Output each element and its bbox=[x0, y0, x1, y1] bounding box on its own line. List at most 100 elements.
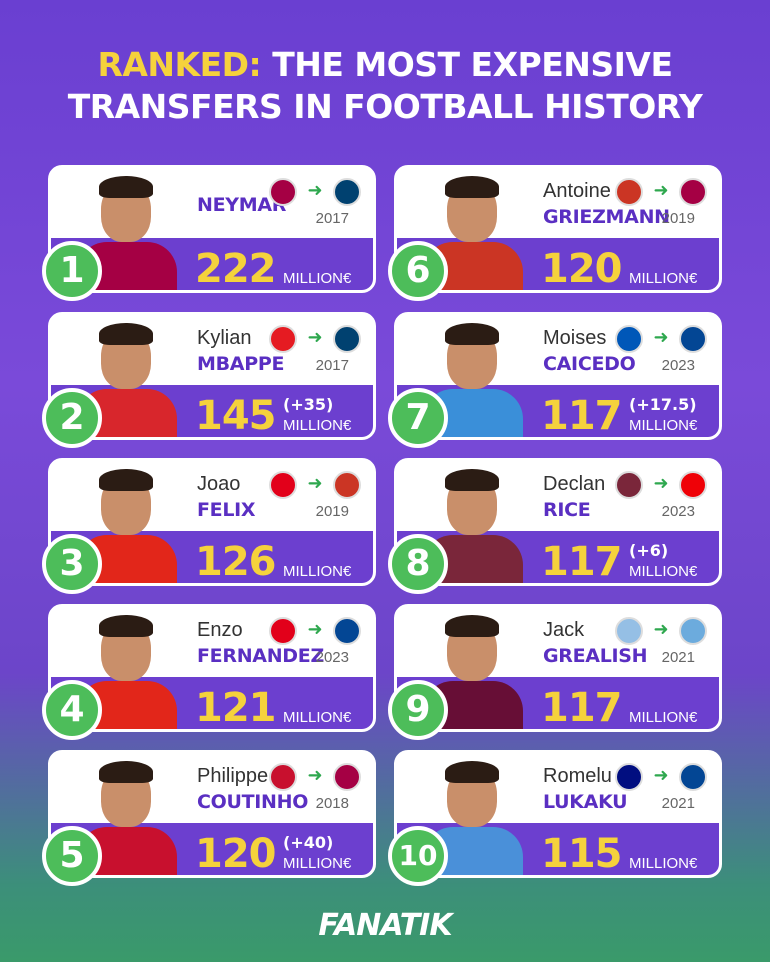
amount-unit: MILLION€ bbox=[629, 709, 698, 726]
transfer-amount: 117 bbox=[541, 685, 622, 731]
chelsea-badge bbox=[333, 617, 361, 645]
arsenal-badge bbox=[679, 471, 707, 499]
transfer-year: 2017 bbox=[315, 210, 349, 227]
transfer-amount: 145 bbox=[195, 393, 276, 439]
liverpool-badge bbox=[269, 763, 297, 791]
player-hair bbox=[445, 323, 499, 345]
atletico-badge bbox=[333, 471, 361, 499]
rank-badge: 9 bbox=[388, 680, 448, 740]
player-first-name: Joao bbox=[197, 473, 241, 495]
amount-unit: MILLION€ bbox=[283, 855, 352, 872]
player-last-name: FERNANDEZ bbox=[197, 645, 324, 667]
player-photo bbox=[417, 323, 525, 437]
arrow-right-icon: ➜ bbox=[307, 327, 323, 348]
player-card: NEYMAR ➜ 2017 222 MILLION€ bbox=[48, 165, 376, 293]
arrow-right-icon: ➜ bbox=[653, 765, 669, 786]
title-line1: THE MOST EXPENSIVE bbox=[261, 45, 673, 84]
transfer-amount: 117 bbox=[541, 539, 622, 585]
fanatik-logo: FANATIK bbox=[318, 908, 452, 943]
player-first-name: Kylian bbox=[197, 327, 252, 349]
player-card: Declan RICE ➜ 2023 117 (+6) MILLION€ bbox=[394, 458, 722, 586]
psg-badge bbox=[333, 325, 361, 353]
barcelona-badge bbox=[333, 763, 361, 791]
transfer-clubs: ➜ bbox=[615, 323, 707, 353]
rank-badge: 4 bbox=[42, 680, 102, 740]
player-card: Moises CAICEDO ➜ 2023 117 (+17.5) MILLIO… bbox=[394, 312, 722, 440]
transfer-year: 2023 bbox=[315, 649, 349, 666]
amount-unit: MILLION€ bbox=[283, 270, 352, 287]
rank-badge: 6 bbox=[388, 241, 448, 301]
arrow-right-icon: ➜ bbox=[653, 327, 669, 348]
west-ham-badge bbox=[615, 471, 643, 499]
chelsea-badge bbox=[679, 325, 707, 353]
add-on-amount: (+17.5) bbox=[629, 395, 697, 414]
transfer-year: 2023 bbox=[661, 357, 695, 374]
transfer-clubs: ➜ bbox=[269, 761, 361, 791]
player-last-name: NEYMAR bbox=[197, 194, 287, 216]
player-last-name: GREALISH bbox=[543, 645, 648, 667]
player-card: Antoine GRIEZMANN ➜ 2019 120 MILLION€ bbox=[394, 165, 722, 293]
player-hair bbox=[445, 469, 499, 491]
benfica-badge bbox=[269, 617, 297, 645]
rank-badge: 3 bbox=[42, 534, 102, 594]
player-photo bbox=[71, 176, 179, 290]
page-title: RANKED: THE MOST EXPENSIVE TRANSFERS IN … bbox=[0, 44, 770, 128]
rank-badge: 10 bbox=[388, 826, 448, 886]
transfer-clubs: ➜ bbox=[269, 615, 361, 645]
amount-unit: MILLION€ bbox=[629, 270, 698, 287]
arrow-right-icon: ➜ bbox=[307, 619, 323, 640]
man-city-badge bbox=[679, 617, 707, 645]
transfer-clubs: ➜ bbox=[615, 176, 707, 206]
transfer-clubs: ➜ bbox=[269, 323, 361, 353]
player-hair bbox=[445, 176, 499, 198]
player-hair bbox=[99, 469, 153, 491]
transfer-amount: 121 bbox=[195, 685, 276, 731]
arrow-right-icon: ➜ bbox=[307, 180, 323, 201]
amount-unit: MILLION€ bbox=[629, 417, 698, 434]
player-last-name: FELIX bbox=[197, 499, 256, 521]
benfica-badge bbox=[269, 471, 297, 499]
player-last-name: GRIEZMANN bbox=[543, 206, 670, 228]
player-first-name: Jack bbox=[543, 619, 585, 641]
transfer-amount: 120 bbox=[195, 831, 276, 877]
player-last-name: CAICEDO bbox=[543, 353, 636, 375]
transfer-year: 2019 bbox=[315, 503, 349, 520]
player-first-name: Declan bbox=[543, 473, 606, 495]
player-hair bbox=[99, 615, 153, 637]
inter-badge bbox=[615, 763, 643, 791]
player-first-name: Moises bbox=[543, 327, 607, 349]
title-highlight: RANKED: bbox=[97, 45, 262, 84]
chelsea-badge bbox=[679, 763, 707, 791]
add-on-amount: (+40) bbox=[283, 833, 334, 852]
transfer-clubs: ➜ bbox=[269, 469, 361, 499]
title-line2: TRANSFERS IN FOOTBALL HISTORY bbox=[67, 87, 703, 126]
player-card: Enzo FERNANDEZ ➜ 2023 121 MILLION€ bbox=[48, 604, 376, 732]
arrow-right-icon: ➜ bbox=[653, 473, 669, 494]
transfer-amount: 120 bbox=[541, 246, 622, 292]
player-last-name: COUTINHO bbox=[197, 791, 309, 813]
monaco-badge bbox=[269, 325, 297, 353]
transfer-amount: 117 bbox=[541, 393, 622, 439]
add-on-amount: (+35) bbox=[283, 395, 334, 414]
arrow-right-icon: ➜ bbox=[653, 619, 669, 640]
rank-badge: 2 bbox=[42, 388, 102, 448]
psg-badge bbox=[333, 178, 361, 206]
transfer-amount: 222 bbox=[195, 246, 276, 292]
transfer-year: 2017 bbox=[315, 357, 349, 374]
transfer-clubs: ➜ bbox=[269, 176, 361, 206]
player-card: Kylian MBAPPE ➜ 2017 145 (+35) MILLION€ bbox=[48, 312, 376, 440]
transfer-year: 2019 bbox=[661, 210, 695, 227]
player-first-name: Philippe bbox=[197, 765, 269, 787]
transfer-amount: 115 bbox=[541, 831, 622, 877]
barcelona-badge bbox=[679, 178, 707, 206]
transfer-amount: 126 bbox=[195, 539, 276, 585]
player-hair bbox=[445, 615, 499, 637]
arrow-right-icon: ➜ bbox=[653, 180, 669, 201]
transfer-year: 2023 bbox=[661, 503, 695, 520]
transfer-clubs: ➜ bbox=[615, 761, 707, 791]
player-card: Joao FELIX ➜ 2019 126 MILLION€ bbox=[48, 458, 376, 586]
brighton-badge bbox=[615, 325, 643, 353]
player-hair bbox=[445, 761, 499, 783]
player-last-name: MBAPPE bbox=[197, 353, 285, 375]
aston-villa-badge bbox=[615, 617, 643, 645]
